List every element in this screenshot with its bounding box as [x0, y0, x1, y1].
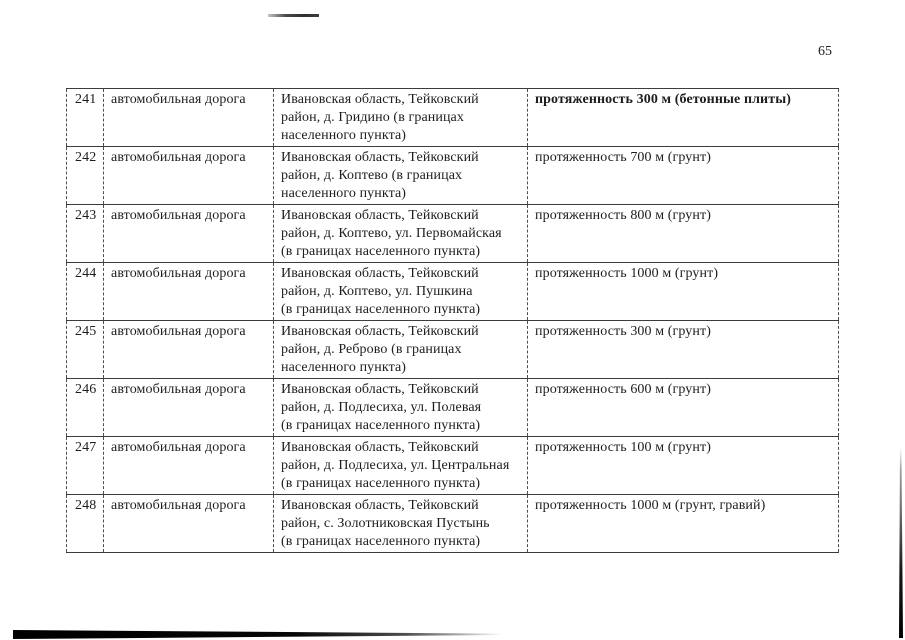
table-row: 248 автомобильная дорога Ивановская обла…: [66, 494, 839, 553]
scan-artifact-right-edge-line: [899, 448, 903, 638]
object-type-cell: автомобильная дорога: [103, 436, 274, 495]
row-number-cell: 247: [66, 436, 104, 495]
location-cell: Ивановская область, Тейковский район, д.…: [273, 88, 528, 147]
object-type-cell: автомобильная дорога: [103, 146, 274, 205]
location-cell: Ивановская область, Тейковский район, д.…: [273, 436, 528, 495]
object-type-cell: автомобильная дорога: [103, 262, 274, 321]
object-type-cell: автомобильная дорога: [103, 88, 274, 147]
row-number-cell: 241: [66, 88, 104, 147]
details-cell: протяженность 1000 м (грунт): [527, 262, 839, 321]
object-type-cell: автомобильная дорога: [103, 204, 274, 263]
row-number-cell: 243: [66, 204, 104, 263]
details-cell: протяженность 100 м (грунт): [527, 436, 839, 495]
row-number-cell: 245: [66, 320, 104, 379]
row-number-cell: 242: [66, 146, 104, 205]
object-type-cell: автомобильная дорога: [103, 378, 274, 437]
page-number: 65: [818, 44, 832, 59]
object-type-cell: автомобильная дорога: [103, 494, 274, 553]
location-cell: Ивановская область, Тейковский район, с.…: [273, 494, 528, 553]
roads-table: 241 автомобильная дорога Ивановская обла…: [66, 88, 839, 553]
object-type-cell: автомобильная дорога: [103, 320, 274, 379]
details-cell: протяженность 700 м (грунт): [527, 146, 839, 205]
location-cell: Ивановская область, Тейковский район, д.…: [273, 204, 528, 263]
details-cell: протяженность 300 м (бетонные плиты): [527, 88, 839, 147]
row-number-cell: 244: [66, 262, 104, 321]
table-row: 247 автомобильная дорога Ивановская обла…: [66, 436, 839, 495]
details-cell: протяженность 300 м (грунт): [527, 320, 839, 379]
row-number-cell: 246: [66, 378, 104, 437]
location-cell: Ивановская область, Тейковский район, д.…: [273, 262, 528, 321]
location-cell: Ивановская область, Тейковский район, д.…: [273, 378, 528, 437]
scan-artifact-top-dash: [268, 14, 319, 17]
row-number-cell: 248: [66, 494, 104, 553]
table-row: 241 автомобильная дорога Ивановская обла…: [66, 88, 839, 147]
scan-artifact-bottom-bar: [13, 630, 503, 639]
location-cell: Ивановская область, Тейковский район, д.…: [273, 146, 528, 205]
details-cell: протяженность 600 м (грунт): [527, 378, 839, 437]
table-row: 246 автомобильная дорога Ивановская обла…: [66, 378, 839, 437]
details-cell: протяженность 1000 м (грунт, гравий): [527, 494, 839, 553]
table-row: 243 автомобильная дорога Ивановская обла…: [66, 204, 839, 263]
table-row: 242 автомобильная дорога Ивановская обла…: [66, 146, 839, 205]
table-row: 244 автомобильная дорога Ивановская обла…: [66, 262, 839, 321]
location-cell: Ивановская область, Тейковский район, д.…: [273, 320, 528, 379]
table-row: 245 автомобильная дорога Ивановская обла…: [66, 320, 839, 379]
details-cell: протяженность 800 м (грунт): [527, 204, 839, 263]
